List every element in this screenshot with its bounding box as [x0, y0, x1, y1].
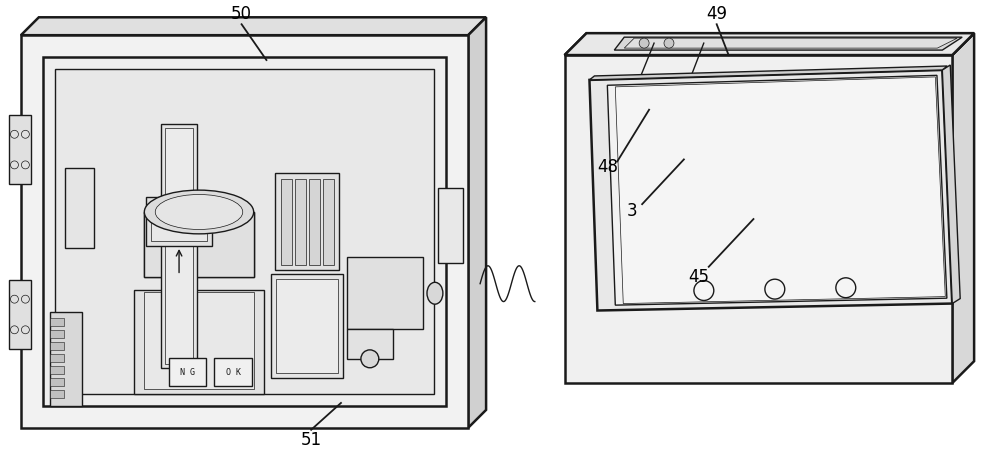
Bar	[151, 202, 207, 241]
Polygon shape	[144, 212, 254, 277]
Bar	[9, 280, 31, 349]
Bar	[50, 354, 64, 362]
Bar	[169, 358, 206, 386]
Bar	[50, 342, 64, 350]
Polygon shape	[468, 17, 486, 428]
Bar	[43, 57, 446, 406]
Bar	[50, 312, 82, 406]
Text: 3: 3	[627, 202, 638, 220]
Ellipse shape	[427, 282, 443, 304]
Text: O K: O K	[226, 368, 241, 377]
Bar	[281, 179, 292, 264]
Bar	[347, 329, 393, 359]
Polygon shape	[21, 17, 486, 35]
Polygon shape	[614, 37, 962, 50]
Text: N G: N G	[180, 368, 195, 377]
Bar	[309, 179, 320, 264]
Bar	[65, 168, 94, 248]
Bar	[146, 197, 212, 246]
Polygon shape	[952, 33, 974, 383]
Bar	[50, 366, 64, 374]
Bar	[50, 319, 64, 326]
Polygon shape	[942, 65, 960, 303]
Bar	[161, 124, 197, 368]
Bar	[323, 179, 334, 264]
Bar	[347, 257, 423, 329]
Polygon shape	[624, 38, 957, 48]
Polygon shape	[589, 66, 947, 80]
Polygon shape	[565, 33, 974, 55]
Ellipse shape	[155, 195, 243, 230]
Polygon shape	[615, 77, 945, 303]
Circle shape	[639, 38, 649, 48]
Bar	[9, 115, 31, 185]
Bar	[271, 274, 343, 378]
Text: 49: 49	[706, 6, 727, 23]
Bar	[438, 188, 463, 263]
Bar	[21, 35, 468, 428]
Bar	[50, 390, 64, 398]
Text: 45: 45	[688, 268, 709, 285]
Bar	[50, 378, 64, 386]
Bar	[565, 55, 952, 383]
Ellipse shape	[361, 350, 379, 368]
Text: 48: 48	[597, 158, 618, 176]
Text: 50: 50	[231, 6, 252, 23]
Ellipse shape	[144, 190, 254, 234]
Polygon shape	[589, 70, 952, 310]
Bar	[144, 212, 254, 277]
Polygon shape	[607, 75, 947, 305]
Text: 51: 51	[301, 431, 322, 449]
Bar	[144, 291, 254, 389]
Polygon shape	[565, 33, 974, 55]
Bar	[55, 69, 434, 394]
Bar	[214, 358, 252, 386]
Bar	[295, 179, 306, 264]
Bar	[275, 173, 339, 270]
Bar	[165, 128, 193, 364]
Bar	[134, 290, 264, 394]
Circle shape	[664, 38, 674, 48]
Bar	[276, 279, 338, 373]
Bar	[50, 330, 64, 338]
